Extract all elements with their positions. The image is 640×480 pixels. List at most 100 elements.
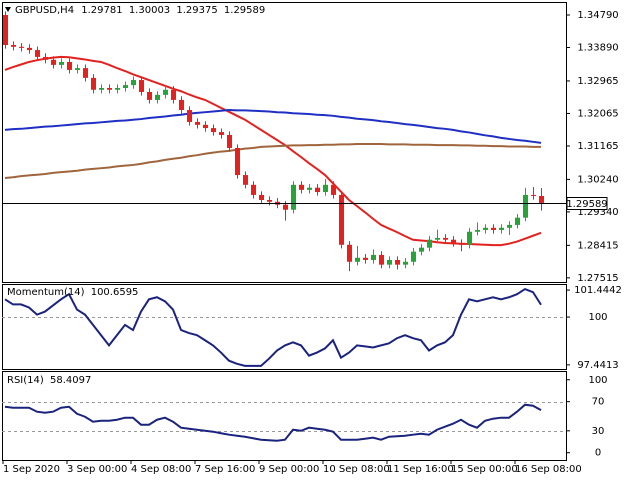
candle-body [227, 134, 232, 148]
indicator-line [4, 287, 542, 367]
x-tick-label: 9 Sep 00:00 [259, 464, 319, 475]
y-tick-label: 1.31165 [577, 141, 618, 152]
candle-body [443, 237, 448, 240]
candle-body [403, 261, 408, 265]
candle-body [219, 132, 224, 135]
candle-body [67, 61, 72, 70]
momentum-panel [2, 284, 567, 370]
indicator-value: 58.4097 [50, 375, 91, 386]
high-value: 1.30003 [129, 5, 170, 16]
x-tick-label: 7 Sep 16:00 [195, 464, 255, 475]
candle-body [115, 87, 120, 90]
indicator-line [4, 403, 542, 442]
candle-body [203, 124, 208, 129]
candle-body [163, 89, 168, 95]
candle-body [195, 121, 200, 125]
y-tick-label: 30 [592, 426, 605, 437]
y-tick-label: 1.29340 [577, 207, 618, 218]
candle-body [251, 184, 256, 195]
x-tick-label: 15 Sep 00:00 [451, 464, 518, 475]
y-tick-label: 101.4442 [574, 285, 622, 296]
candle-body [355, 257, 360, 262]
candle-body [347, 244, 352, 262]
current-price-box [566, 197, 608, 210]
x-tick-label: 16 Sep 08:00 [515, 464, 582, 475]
candle-body [187, 110, 192, 122]
low-value: 1.29375 [176, 5, 217, 16]
y-tick-label: 1.33890 [577, 43, 618, 54]
indicator-title: Momentum(14) 100.6595 [7, 287, 138, 298]
symbol: GBPUSD,H4 [15, 5, 74, 16]
candle-body [267, 199, 272, 202]
y-tick-label: 1.28415 [577, 240, 618, 251]
open-value: 1.29781 [81, 5, 122, 16]
indicator-line [4, 109, 542, 144]
candle-body [491, 227, 496, 230]
y-tick-label: 1.27515 [577, 273, 618, 284]
candle-body [507, 224, 512, 228]
indicator-line [4, 55, 542, 247]
candle-body [99, 87, 104, 90]
candle-body [171, 89, 176, 100]
candle-body [483, 227, 488, 230]
y-tick-label: 0 [595, 448, 601, 459]
y-tick-label: 1.32065 [577, 108, 618, 119]
candle-body [395, 259, 400, 265]
candle-body [43, 56, 48, 60]
current-price-label: 1.29589 [566, 199, 607, 210]
candle-body [235, 147, 240, 176]
candle-body [363, 257, 368, 260]
x-tick-label: 3 Sep 00:00 [67, 464, 127, 475]
candle-body [387, 259, 392, 265]
candle-body [299, 184, 304, 190]
candle-body [59, 61, 64, 65]
indicator-name: Momentum(14) [7, 287, 85, 298]
candle-body [75, 68, 80, 70]
candle-body [515, 217, 520, 225]
indicator-value: 100.6595 [91, 287, 139, 298]
x-tick-label: 11 Sep 16:00 [387, 464, 454, 475]
candle-body [499, 227, 504, 230]
candle-body [27, 47, 32, 51]
candle-body [379, 254, 384, 265]
close-value: 1.29589 [224, 5, 265, 16]
x-tick-label: 4 Sep 08:00 [131, 464, 191, 475]
candle-body [91, 77, 96, 90]
candle-body [51, 59, 56, 65]
candle-body [35, 50, 40, 57]
y-tick-label: 97.4413 [577, 360, 618, 371]
indicator-name: RSI(14) [7, 375, 44, 386]
candle-body [331, 184, 336, 195]
candle-body [107, 87, 112, 90]
candle-body [371, 254, 376, 260]
candle-body [259, 194, 264, 200]
candle-body [451, 239, 456, 243]
candle-body [467, 231, 472, 245]
candle-body [411, 251, 416, 262]
chart-header: GBPUSD,H4 1.29781 1.30003 1.29375 1.2958… [15, 5, 265, 16]
candle-body [539, 195, 544, 203]
candle-body [339, 194, 344, 245]
candle-body [179, 99, 184, 111]
candle-body [475, 229, 480, 232]
menu-arrow[interactable] [5, 7, 11, 12]
candle-body [283, 204, 288, 210]
candle-body [139, 80, 144, 92]
candle-body [291, 184, 296, 210]
y-tick-label: 70 [592, 397, 605, 408]
candle-body [243, 175, 248, 185]
candle-body [459, 242, 464, 245]
candle-body [523, 194, 528, 218]
x-tick-label: 1 Sep 2020 [3, 464, 60, 475]
candle-body [83, 68, 88, 78]
candle-body [147, 91, 152, 100]
price-panel [2, 2, 567, 283]
indicator-line [4, 142, 541, 179]
candle-body [531, 194, 536, 196]
candle-body [131, 80, 136, 86]
candle-body [315, 187, 320, 193]
y-tick-label: 1.32965 [577, 76, 618, 87]
candle-body [3, 15, 8, 45]
candle-body [123, 85, 128, 88]
